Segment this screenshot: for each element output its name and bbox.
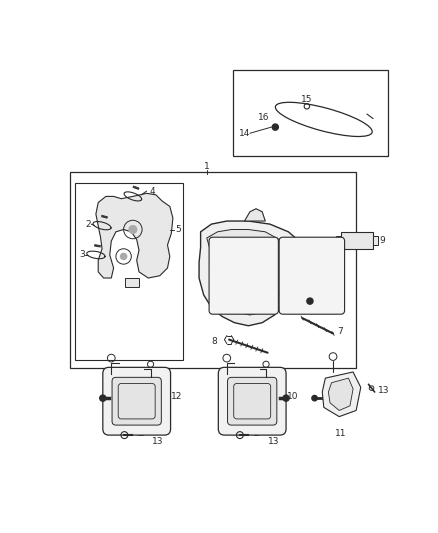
Bar <box>75 183 183 360</box>
Bar <box>125 278 139 287</box>
Text: 4: 4 <box>150 187 155 196</box>
FancyBboxPatch shape <box>209 237 279 314</box>
Text: 13: 13 <box>152 437 164 446</box>
Circle shape <box>100 395 106 401</box>
Text: 8: 8 <box>212 337 218 346</box>
Text: 5: 5 <box>175 225 181 234</box>
Text: 11: 11 <box>335 429 346 438</box>
Circle shape <box>272 124 279 130</box>
Polygon shape <box>244 209 265 221</box>
Text: 13: 13 <box>268 437 279 446</box>
Text: 1: 1 <box>204 162 210 171</box>
Circle shape <box>129 225 137 233</box>
Polygon shape <box>199 221 301 326</box>
Polygon shape <box>96 193 173 278</box>
Text: 10: 10 <box>287 392 298 401</box>
FancyBboxPatch shape <box>218 367 286 435</box>
Polygon shape <box>322 372 361 417</box>
Bar <box>341 232 373 249</box>
FancyBboxPatch shape <box>103 367 170 435</box>
Text: 7: 7 <box>338 327 343 336</box>
Text: 14: 14 <box>239 129 251 138</box>
Polygon shape <box>328 378 353 410</box>
Text: 3: 3 <box>79 251 85 260</box>
FancyBboxPatch shape <box>279 237 345 314</box>
Bar <box>373 236 378 245</box>
Text: 16: 16 <box>258 114 269 123</box>
Bar <box>233 70 389 156</box>
Circle shape <box>283 395 289 401</box>
Text: 12: 12 <box>171 392 183 401</box>
Polygon shape <box>207 230 290 315</box>
FancyBboxPatch shape <box>112 377 161 425</box>
Bar <box>336 236 341 245</box>
FancyBboxPatch shape <box>228 377 277 425</box>
Text: 9: 9 <box>379 236 385 245</box>
Text: 6: 6 <box>321 292 326 301</box>
Text: 15: 15 <box>301 95 313 104</box>
Circle shape <box>307 298 313 304</box>
Circle shape <box>312 395 317 401</box>
Circle shape <box>120 253 127 260</box>
Text: 2: 2 <box>85 220 91 229</box>
Bar <box>70 172 356 368</box>
Text: 13: 13 <box>378 386 389 395</box>
